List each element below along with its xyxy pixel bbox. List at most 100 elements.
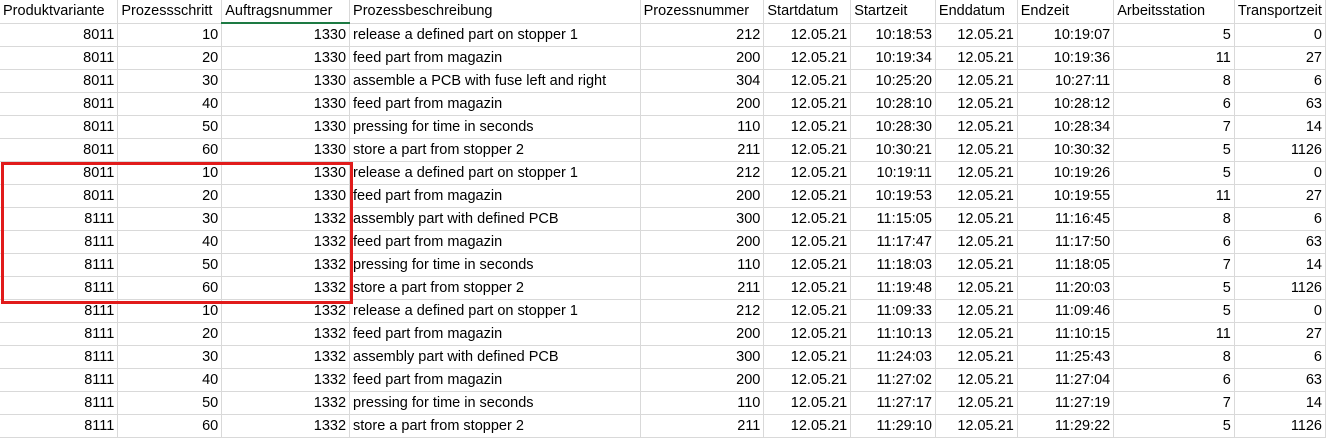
table-cell[interactable]: assembly part with defined PCB <box>349 207 641 231</box>
table-cell[interactable]: 12.05.21 <box>763 138 852 162</box>
table-cell[interactable]: release a defined part on stopper 1 <box>349 161 641 185</box>
table-cell[interactable]: 12.05.21 <box>935 253 1018 277</box>
table-cell[interactable]: 27 <box>1234 322 1326 346</box>
table-cell[interactable]: release a defined part on stopper 1 <box>349 23 641 47</box>
table-cell[interactable]: feed part from magazin <box>349 322 641 346</box>
table-cell[interactable]: 200 <box>640 230 765 254</box>
table-cell[interactable]: 1332 <box>221 276 351 300</box>
table-cell[interactable]: 8011 <box>0 69 119 93</box>
table-cell[interactable]: 12.05.21 <box>763 69 852 93</box>
table-cell[interactable]: 12.05.21 <box>763 391 852 415</box>
table-cell[interactable]: 12.05.21 <box>763 92 852 116</box>
table-cell[interactable]: 12.05.21 <box>935 161 1018 185</box>
table-cell[interactable]: 8 <box>1113 345 1235 369</box>
table-cell[interactable]: 211 <box>640 276 765 300</box>
table-cell[interactable]: 12.05.21 <box>763 115 852 139</box>
table-cell[interactable]: 11:29:22 <box>1017 414 1115 438</box>
table-cell[interactable]: 12.05.21 <box>935 207 1018 231</box>
table-cell[interactable]: 12.05.21 <box>935 115 1018 139</box>
table-cell[interactable]: 11:10:13 <box>850 322 936 346</box>
table-cell[interactable]: feed part from magazin <box>349 92 641 116</box>
table-cell[interactable]: 11:15:05 <box>850 207 936 231</box>
table-cell[interactable]: 12.05.21 <box>935 414 1018 438</box>
table-cell[interactable]: 211 <box>640 414 765 438</box>
column-header[interactable]: Endzeit <box>1017 0 1115 24</box>
table-cell[interactable]: 12.05.21 <box>763 253 852 277</box>
table-cell[interactable]: 8111 <box>0 230 119 254</box>
table-cell[interactable]: 40 <box>117 368 223 392</box>
table-cell[interactable]: 11:29:10 <box>850 414 936 438</box>
table-cell[interactable]: 12.05.21 <box>763 276 852 300</box>
table-cell[interactable]: store a part from stopper 2 <box>349 276 641 300</box>
table-cell[interactable]: 50 <box>117 253 223 277</box>
table-cell[interactable]: 12.05.21 <box>935 391 1018 415</box>
table-cell[interactable]: 1126 <box>1234 414 1326 438</box>
table-cell[interactable]: store a part from stopper 2 <box>349 138 641 162</box>
table-cell[interactable]: 8111 <box>0 345 119 369</box>
table-cell[interactable]: 300 <box>640 207 765 231</box>
table-cell[interactable]: 5 <box>1113 414 1235 438</box>
table-cell[interactable]: 10 <box>117 299 223 323</box>
table-cell[interactable]: 11:16:45 <box>1017 207 1115 231</box>
table-cell[interactable]: 10:19:07 <box>1017 23 1115 47</box>
table-cell[interactable]: 11:17:47 <box>850 230 936 254</box>
table-cell[interactable]: 11:20:03 <box>1017 276 1115 300</box>
table-cell[interactable]: 11:27:19 <box>1017 391 1115 415</box>
table-cell[interactable]: 304 <box>640 69 765 93</box>
column-header[interactable]: Transportzeit <box>1234 0 1326 24</box>
table-cell[interactable]: 0 <box>1234 161 1326 185</box>
table-cell[interactable]: 20 <box>117 322 223 346</box>
table-cell[interactable]: 1332 <box>221 230 351 254</box>
table-cell[interactable]: 12.05.21 <box>763 207 852 231</box>
table-cell[interactable]: 200 <box>640 92 765 116</box>
table-cell[interactable]: 11:27:02 <box>850 368 936 392</box>
table-cell[interactable]: assembly part with defined PCB <box>349 345 641 369</box>
table-cell[interactable]: 10:18:53 <box>850 23 936 47</box>
table-cell[interactable]: 0 <box>1234 23 1326 47</box>
table-cell[interactable]: 11:10:15 <box>1017 322 1115 346</box>
table-cell[interactable]: 12.05.21 <box>763 230 852 254</box>
table-cell[interactable]: 8111 <box>0 368 119 392</box>
column-header[interactable]: Prozessbeschreibung <box>349 0 641 24</box>
table-cell[interactable]: 11:18:05 <box>1017 253 1115 277</box>
table-cell[interactable]: 63 <box>1234 92 1326 116</box>
table-cell[interactable]: 60 <box>117 414 223 438</box>
table-cell[interactable]: 7 <box>1113 391 1235 415</box>
column-header[interactable]: Startdatum <box>763 0 852 24</box>
table-cell[interactable]: 10:19:36 <box>1017 46 1115 70</box>
table-cell[interactable]: 12.05.21 <box>763 184 852 208</box>
table-cell[interactable]: 1330 <box>221 92 351 116</box>
table-cell[interactable]: 8011 <box>0 115 119 139</box>
table-cell[interactable]: 8011 <box>0 138 119 162</box>
column-header[interactable]: Startzeit <box>850 0 936 24</box>
table-cell[interactable]: 11:25:43 <box>1017 345 1115 369</box>
table-cell[interactable]: 6 <box>1234 69 1326 93</box>
table-cell[interactable]: 30 <box>117 207 223 231</box>
table-cell[interactable]: 60 <box>117 138 223 162</box>
table-cell[interactable]: 11:09:46 <box>1017 299 1115 323</box>
table-cell[interactable]: 50 <box>117 391 223 415</box>
table-cell[interactable]: 10:19:26 <box>1017 161 1115 185</box>
table-cell[interactable]: 12.05.21 <box>935 322 1018 346</box>
table-cell[interactable]: 11:18:03 <box>850 253 936 277</box>
table-cell[interactable]: 12.05.21 <box>935 299 1018 323</box>
table-cell[interactable]: 11 <box>1113 46 1235 70</box>
table-cell[interactable]: 12.05.21 <box>935 69 1018 93</box>
table-cell[interactable]: 40 <box>117 230 223 254</box>
table-cell[interactable]: feed part from magazin <box>349 368 641 392</box>
table-cell[interactable]: 1332 <box>221 299 351 323</box>
table-cell[interactable]: 10:30:21 <box>850 138 936 162</box>
table-cell[interactable]: 211 <box>640 138 765 162</box>
table-cell[interactable]: 110 <box>640 253 765 277</box>
table-cell[interactable]: 11:09:33 <box>850 299 936 323</box>
column-header[interactable]: Enddatum <box>935 0 1018 24</box>
table-cell[interactable]: 30 <box>117 69 223 93</box>
table-cell[interactable]: 12.05.21 <box>763 161 852 185</box>
table-cell[interactable]: 200 <box>640 322 765 346</box>
column-header[interactable]: Prozessnummer <box>640 0 765 24</box>
table-cell[interactable]: 12.05.21 <box>935 46 1018 70</box>
table-cell[interactable]: 12.05.21 <box>763 345 852 369</box>
table-cell[interactable]: 20 <box>117 46 223 70</box>
table-cell[interactable]: 10:28:10 <box>850 92 936 116</box>
table-cell[interactable]: 11:17:50 <box>1017 230 1115 254</box>
